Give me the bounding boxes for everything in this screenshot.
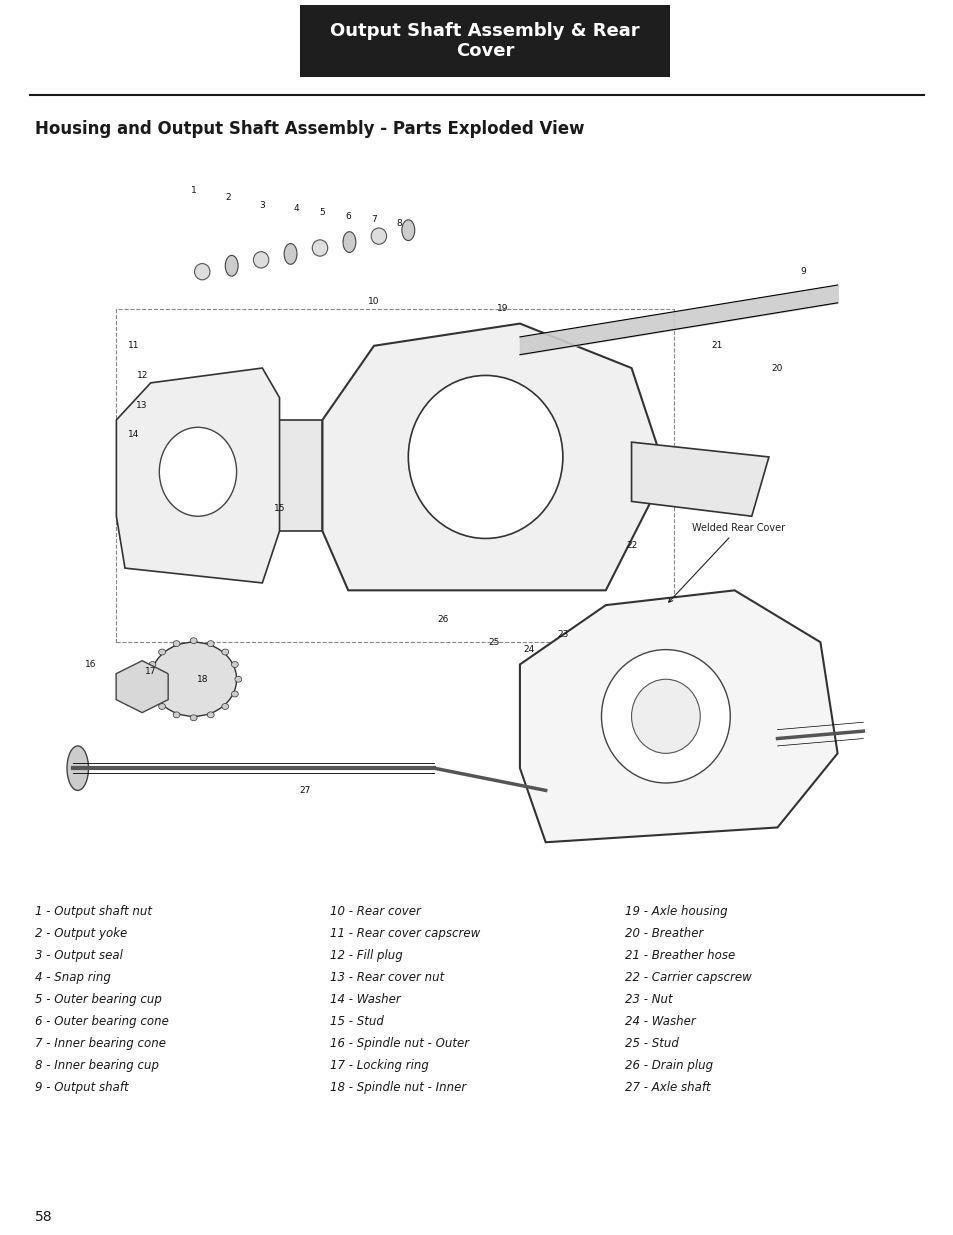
Ellipse shape [207,641,214,647]
Text: 11: 11 [128,341,139,351]
Text: 9 - Output shaft: 9 - Output shaft [35,1081,129,1094]
Text: 15: 15 [274,504,285,514]
Text: 15 - Stud: 15 - Stud [330,1015,383,1028]
Polygon shape [519,590,837,842]
Ellipse shape [221,704,229,709]
Ellipse shape [601,650,730,783]
Ellipse shape [207,711,214,718]
Text: 13 - Rear cover nut: 13 - Rear cover nut [330,971,444,984]
Text: 20: 20 [771,363,782,373]
Text: 16: 16 [85,659,96,669]
Text: 3: 3 [259,200,265,210]
Text: 18 - Spindle nut - Inner: 18 - Spindle nut - Inner [330,1081,466,1094]
Ellipse shape [343,232,355,252]
Ellipse shape [221,650,229,655]
Text: 27: 27 [299,785,311,795]
Polygon shape [176,420,322,531]
Text: 27 - Axle shaft: 27 - Axle shaft [624,1081,710,1094]
Text: 18: 18 [196,674,208,684]
Polygon shape [116,368,279,583]
Ellipse shape [225,256,238,277]
Text: 13: 13 [136,400,148,410]
Text: 8: 8 [396,219,402,228]
Text: 23: 23 [557,630,568,640]
Text: 4 - Snap ring: 4 - Snap ring [35,971,111,984]
Text: 2 - Output yoke: 2 - Output yoke [35,927,127,940]
Bar [116,309,674,642]
Ellipse shape [149,662,155,667]
Polygon shape [322,324,665,590]
Text: 6 - Outer bearing cone: 6 - Outer bearing cone [35,1015,169,1028]
Ellipse shape [371,228,386,245]
Text: 20 - Breather: 20 - Breather [624,927,702,940]
Ellipse shape [146,677,152,682]
Ellipse shape [284,243,296,264]
Text: 12: 12 [136,370,148,380]
Text: 17 - Locking ring: 17 - Locking ring [330,1058,429,1072]
Text: 21 - Breather hose: 21 - Breather hose [624,948,735,962]
Text: 1 - Output shaft nut: 1 - Output shaft nut [35,905,152,918]
Text: 7: 7 [371,215,376,225]
Text: 26: 26 [436,615,448,625]
Text: 25: 25 [488,637,499,647]
Text: 8 - Inner bearing cup: 8 - Inner bearing cup [35,1058,159,1072]
Ellipse shape [232,692,238,697]
Text: 7 - Inner bearing cone: 7 - Inner bearing cone [35,1037,166,1050]
Ellipse shape [253,252,269,268]
Text: 12 - Fill plug: 12 - Fill plug [330,948,402,962]
Ellipse shape [234,677,241,682]
Ellipse shape [172,711,180,718]
Text: Housing and Output Shaft Assembly - Parts Exploded View: Housing and Output Shaft Assembly - Part… [35,120,584,138]
Text: 5 - Outer bearing cup: 5 - Outer bearing cup [35,993,162,1007]
Text: 14: 14 [128,430,139,440]
Text: 17: 17 [145,667,156,677]
Text: 10: 10 [368,296,379,306]
Text: 6: 6 [345,211,351,221]
Ellipse shape [631,679,700,753]
Text: 58: 58 [35,1210,52,1224]
Polygon shape [631,442,768,516]
Text: 22 - Carrier capscrew: 22 - Carrier capscrew [624,971,751,984]
Ellipse shape [190,715,197,721]
Ellipse shape [151,642,236,716]
Ellipse shape [67,746,89,790]
Text: 9: 9 [800,267,805,277]
Text: 19: 19 [497,304,508,314]
Ellipse shape [401,220,415,241]
FancyBboxPatch shape [299,5,669,77]
Ellipse shape [408,375,562,538]
Ellipse shape [232,662,238,667]
Text: 23 - Nut: 23 - Nut [624,993,672,1007]
Ellipse shape [159,427,236,516]
Text: 4: 4 [294,204,299,214]
Ellipse shape [149,692,155,697]
Text: 22: 22 [625,541,637,551]
Text: 16 - Spindle nut - Outer: 16 - Spindle nut - Outer [330,1037,469,1050]
Text: 5: 5 [319,207,325,217]
Ellipse shape [194,263,210,280]
Ellipse shape [158,704,166,709]
Text: 1: 1 [191,185,196,195]
Ellipse shape [158,650,166,655]
Text: 24: 24 [522,645,534,655]
Text: 19 - Axle housing: 19 - Axle housing [624,905,727,918]
Text: 21: 21 [711,341,722,351]
Text: 14 - Washer: 14 - Washer [330,993,400,1007]
Text: Welded Rear Cover: Welded Rear Cover [668,524,784,603]
Text: Output Shaft Assembly & Rear
Cover: Output Shaft Assembly & Rear Cover [330,21,639,61]
Text: 3 - Output seal: 3 - Output seal [35,948,123,962]
Text: 2: 2 [225,193,231,203]
Ellipse shape [312,240,328,256]
Text: 11 - Rear cover capscrew: 11 - Rear cover capscrew [330,927,479,940]
Text: 24 - Washer: 24 - Washer [624,1015,695,1028]
Ellipse shape [190,637,197,643]
Ellipse shape [172,641,180,647]
Text: 26 - Drain plug: 26 - Drain plug [624,1058,713,1072]
Text: 10 - Rear cover: 10 - Rear cover [330,905,420,918]
Polygon shape [116,661,168,713]
Text: 25 - Stud: 25 - Stud [624,1037,679,1050]
